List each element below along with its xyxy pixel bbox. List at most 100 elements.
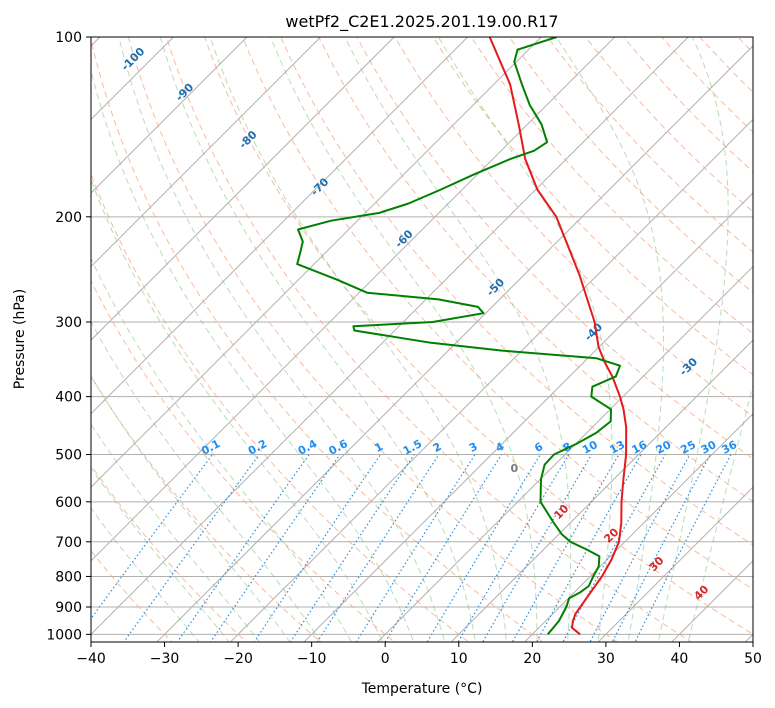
isotherm-line bbox=[303, 192, 753, 642]
mixing-ratio-line bbox=[511, 454, 620, 642]
mixing-ratio-line bbox=[634, 454, 732, 642]
isotherm-line bbox=[91, 37, 542, 488]
mixing-ratio-line bbox=[562, 454, 666, 642]
y-tick-label: 700 bbox=[55, 535, 82, 551]
mixing-ratio-line bbox=[289, 454, 415, 642]
dry-adiabat-line bbox=[204, 37, 753, 635]
isotherm-line bbox=[91, 37, 690, 636]
y-tick-label: 400 bbox=[55, 390, 82, 406]
mixing-ratio-label: 30 bbox=[699, 438, 719, 457]
dry-adiabat-line bbox=[280, 37, 753, 546]
sounding-series bbox=[296, 37, 628, 636]
x-tick-label: −10 bbox=[297, 651, 327, 667]
y-tick-label: 1000 bbox=[46, 627, 82, 643]
moist-adiabat-line bbox=[160, 37, 477, 642]
x-axis: −40 −30 −20 −10 0 10 20 30 40 50 bbox=[76, 642, 762, 667]
x-tick-label: −40 bbox=[76, 651, 106, 667]
moist-adiabat-line bbox=[657, 37, 729, 642]
mixing-ratio-label: 36 bbox=[720, 438, 740, 457]
moist-adiabat-line bbox=[91, 466, 230, 642]
mixing-ratio-line bbox=[316, 454, 440, 642]
isotherm-line bbox=[91, 37, 469, 415]
isotherm-line bbox=[376, 265, 753, 642]
moist-adiabat-line bbox=[209, 37, 507, 642]
mixing-ratio-label: 16 bbox=[630, 438, 650, 457]
y-axis: 100 200 300 400 500 600 700 800 900 1000 bbox=[46, 30, 91, 643]
moist-adiabat-line bbox=[91, 257, 353, 642]
moist-adiabat-line bbox=[555, 37, 664, 642]
y-tick-label: 300 bbox=[55, 315, 82, 331]
mixing-ratio-line bbox=[482, 454, 593, 642]
moist-adiabat-line bbox=[438, 37, 613, 642]
mixing-ratio-label: 13 bbox=[607, 438, 627, 457]
plot-frame bbox=[90, 36, 754, 643]
x-tick-label: 30 bbox=[597, 651, 615, 667]
y-axis-label: Pressure (hPa) bbox=[12, 289, 28, 389]
dewpoint-series bbox=[296, 37, 621, 635]
zero-isotherm-label: 0 bbox=[511, 462, 519, 475]
mixing-ratio-line bbox=[253, 454, 381, 642]
y-tick-label: 600 bbox=[55, 495, 82, 511]
mixing-ratio-line bbox=[355, 454, 476, 642]
mixing-ratio-line bbox=[535, 454, 642, 642]
x-tick-label: 10 bbox=[450, 651, 468, 667]
dry-adiabat-line bbox=[91, 280, 396, 642]
x-axis-label: Temperature (°C) bbox=[361, 681, 483, 697]
isotherm-line bbox=[91, 37, 322, 268]
isotherm-line bbox=[450, 339, 753, 642]
mixing-ratio-line bbox=[426, 454, 541, 642]
mixing-ratio-lines bbox=[91, 454, 732, 642]
dry-adiabat-line bbox=[508, 37, 753, 294]
isotherm-line bbox=[156, 45, 753, 642]
chart-title: wetPf2_C2E1.2025.201.19.00.R17 bbox=[285, 12, 558, 32]
x-tick-label: −20 bbox=[223, 651, 253, 667]
moist-adiabat-line bbox=[270, 37, 538, 642]
isotherm-line bbox=[91, 37, 395, 341]
dry-adiabat-line bbox=[165, 37, 693, 642]
dry-adiabat-line bbox=[318, 37, 753, 503]
mixing-ratio-label: 20 bbox=[654, 438, 674, 457]
x-tick-label: 50 bbox=[744, 651, 762, 667]
mixing-ratio-label: 10 bbox=[580, 438, 600, 457]
y-tick-label: 100 bbox=[55, 30, 82, 46]
x-tick-label: −30 bbox=[150, 651, 180, 667]
dry-adiabat-line bbox=[127, 37, 618, 642]
moist-adiabat-line bbox=[91, 375, 291, 642]
y-tick-label: 800 bbox=[55, 569, 82, 585]
y-tick-label: 900 bbox=[55, 600, 82, 616]
dry-adiabat-line bbox=[763, 24, 775, 659]
mixing-ratio-line bbox=[209, 454, 341, 642]
x-tick-label: 0 bbox=[381, 651, 390, 667]
x-tick-label: 40 bbox=[671, 651, 689, 667]
mixing-ratio-line bbox=[589, 454, 691, 642]
moist-adiabat-line bbox=[344, 37, 572, 642]
plot-area bbox=[91, 37, 753, 642]
dry-adiabat-line bbox=[242, 37, 753, 590]
isotherm-line bbox=[597, 486, 753, 642]
mixing-ratio-line bbox=[457, 454, 570, 642]
moist-adiabat-line bbox=[118, 37, 446, 642]
mixing-ratio-label: 25 bbox=[678, 438, 698, 457]
moist-adiabat-line bbox=[91, 507, 200, 642]
temperature-series bbox=[488, 37, 628, 636]
moist-adiabat-line bbox=[91, 178, 384, 642]
dry-adiabat-line bbox=[470, 37, 753, 335]
y-tick-label: 200 bbox=[55, 210, 82, 226]
moist-adiabat-line bbox=[91, 68, 415, 642]
mixing-ratio-line bbox=[176, 454, 310, 642]
moist-adiabat-line bbox=[91, 320, 322, 642]
y-tick-label: 500 bbox=[55, 448, 82, 464]
dry-adiabat-line bbox=[91, 464, 247, 642]
dry-adiabat-line bbox=[91, 37, 544, 642]
isotherm-line bbox=[91, 37, 616, 562]
plot-background bbox=[91, 37, 753, 642]
isotherm-line bbox=[91, 37, 248, 194]
moist-adiabats bbox=[91, 37, 753, 642]
dry-adiabat-line bbox=[91, 375, 322, 642]
x-tick-label: 20 bbox=[523, 651, 541, 667]
mixing-ratio-line bbox=[384, 454, 503, 642]
moist-adiabat-line bbox=[687, 383, 753, 642]
mixing-ratio-line bbox=[611, 454, 711, 642]
moist-adiabat-line bbox=[91, 423, 261, 642]
